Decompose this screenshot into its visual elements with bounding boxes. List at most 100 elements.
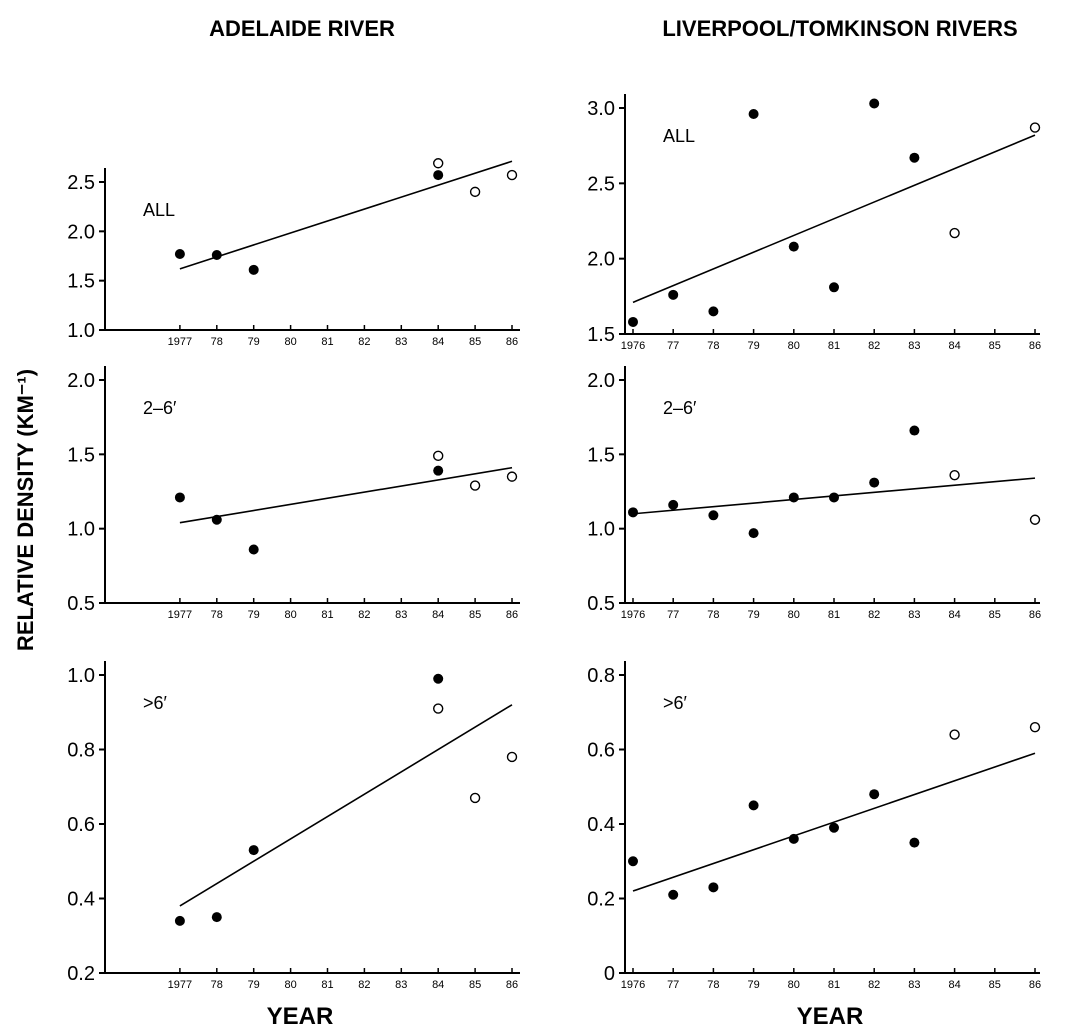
x-tick-label: 77 [667,979,679,991]
chart-panel-adelaide-all: 1.0 1.5 2.0 2.5 1977 78 79 80 81 82 83 84 85 86 ALL [67,158,520,348]
filled-point [668,289,679,300]
open-point [469,792,481,804]
x-tick-label: 79 [747,979,759,991]
x-tick-label: 82 [868,609,880,621]
filled-point [248,845,259,856]
filled-point [788,833,799,844]
x-tick-label: 78 [707,609,719,621]
x-tick-label: 82 [868,340,880,352]
filled-point [829,822,839,833]
x-tick-label: 85 [469,979,481,991]
x-tick-label: 84 [948,609,960,621]
chart-panel-liverpool-2-6: 0.5 1.0 1.5 2.0 1976 77 78 79 80 81 82 83 84 85 86 2–6′ [587,366,1041,621]
filled-point [708,882,719,893]
x-tick-label: 86 [1029,340,1041,352]
x-tick-label: 1976 [621,609,645,621]
filled-point [433,465,444,476]
x-tick-label: 84 [432,336,444,348]
y-tick-label: 1.0 [67,519,95,541]
open-point [1029,122,1041,133]
y-tick-label: 2.0 [587,249,615,271]
filled-point [748,800,759,811]
y-tick-label: 1.5 [587,444,615,466]
y-tick-label: 0.4 [67,889,95,911]
filled-point [668,889,679,900]
open-point [949,469,960,481]
x-tick-label: 78 [211,979,223,991]
x-tick-label: 83 [908,979,920,991]
x-tick-label: 81 [321,609,333,621]
x-tick-label: 80 [788,340,800,352]
y-tick-label: 0.4 [587,814,615,836]
panel-label: ALL [663,126,695,146]
x-axis-label-left: YEAR [267,1003,334,1030]
open-point [469,186,481,198]
filled-point [174,249,185,260]
panel-label: >6′ [143,693,168,713]
x-tick-label: 1976 [621,979,645,991]
x-tick-label: 83 [395,336,407,348]
y-tick-label: 2.5 [587,173,615,195]
filled-point [708,510,719,521]
trend-line [179,160,513,270]
x-tick-label: 79 [248,336,260,348]
y-tick-label: 1.5 [587,324,615,346]
x-tick-label: 84 [432,979,444,991]
open-point [949,729,960,740]
panel-label: 2–6′ [143,398,177,418]
panel-label: ALL [143,200,175,220]
open-point [433,703,444,714]
title-liverpool: LIVERPOOL/TOMKINSON RIVERS [662,16,1017,41]
x-tick-label: 79 [248,609,260,621]
panel-label: >6′ [663,693,688,713]
filled-point [628,507,638,518]
open-point [506,751,518,763]
x-tick-label: 78 [707,979,719,991]
x-tick-label: 81 [321,336,333,348]
filled-point [708,306,719,317]
y-tick-label: 1.5 [67,271,95,293]
x-tick-label: 84 [948,979,960,991]
filled-point [909,152,920,163]
x-tick-label: 85 [989,340,1001,352]
filled-point [788,241,799,252]
title-adelaide: ADELAIDE RIVER [209,16,395,41]
x-tick-label: 78 [211,336,223,348]
panel-label: 2–6′ [663,398,697,418]
y-tick-label: 2.5 [67,172,95,194]
x-tick-label: 80 [284,979,296,991]
x-tick-label: 1977 [168,336,192,348]
x-tick-label: 80 [284,336,296,348]
open-point [949,227,960,239]
open-point [506,471,518,482]
filled-point [628,316,638,327]
x-tick-label: 79 [248,979,260,991]
x-tick-label: 82 [358,336,370,348]
y-tick-label: 0.2 [587,889,615,911]
chart-panel-adelaide-gt6: 0.2 0.4 0.6 0.8 1.0 1977 78 79 80 81 82 83 84 85 86 >6′ [67,661,520,991]
y-axis-label: RELATIVE DENSITY (KM⁻¹) [13,369,38,651]
x-tick-label: 83 [395,979,407,991]
x-tick-label: 81 [828,340,840,352]
y-tick-label: 2.0 [67,221,95,243]
x-tick-label: 84 [948,340,960,352]
open-point [1029,514,1041,525]
open-point [506,169,518,181]
trend-line [179,466,513,524]
x-tick-label: 86 [1029,979,1041,991]
filled-point [909,837,920,848]
x-tick-label: 85 [469,609,481,621]
trend-line [632,752,1036,892]
x-tick-label: 78 [707,340,719,352]
y-tick-label: 1.0 [67,665,95,687]
filled-point [628,856,638,867]
x-tick-label: 84 [432,609,444,621]
y-tick-label: 3.0 [587,98,615,120]
filled-point [174,915,185,926]
y-tick-label: 1.0 [587,519,615,541]
x-tick-label: 85 [469,336,481,348]
x-tick-label: 86 [506,609,518,621]
chart-panel-liverpool-gt6: 0 0.2 0.4 0.6 0.8 1976 77 78 79 80 81 82 83 84 85 86 >6′ [587,661,1041,991]
y-tick-label: 1.5 [67,444,95,466]
x-tick-label: 86 [506,979,518,991]
